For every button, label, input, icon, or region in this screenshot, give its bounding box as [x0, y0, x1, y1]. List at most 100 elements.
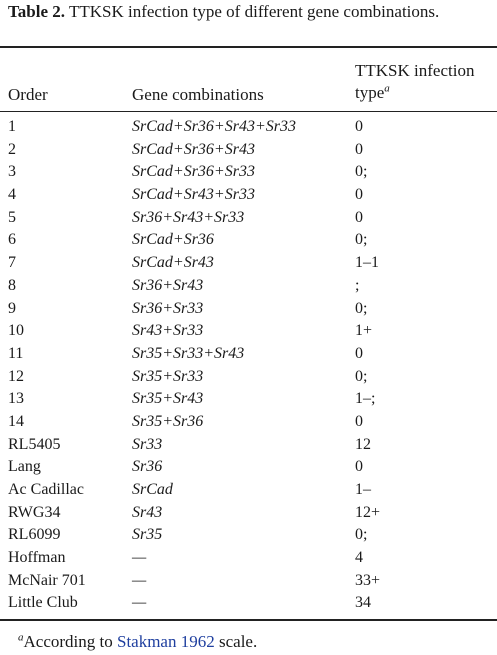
gene-cell: Sr36 — [132, 458, 163, 476]
table-row: 7 SrCad+Sr43 1–1 — [0, 252, 497, 275]
order-cell: 11 — [8, 344, 24, 362]
infection-cell: 1+ — [355, 322, 373, 340]
header-infection-text: TTKSK infection type — [355, 61, 475, 102]
infection-cell: 0; — [355, 163, 368, 181]
infection-cell: 33+ — [355, 571, 381, 589]
header-gene-combinations: Gene combinations — [132, 85, 264, 104]
gene-cell: Sr35 — [132, 526, 163, 544]
gene-cell: — — [132, 571, 147, 589]
footnote-marker: a — [18, 631, 24, 644]
order-cell: Little Club — [8, 594, 78, 612]
order-cell: Hoffman — [8, 549, 66, 567]
gene-cell: Sr43+Sr33 — [132, 322, 204, 340]
gene-cell: SrCad+Sr36+Sr33 — [132, 163, 255, 181]
order-cell: 6 — [8, 231, 16, 249]
infection-cell: 0; — [355, 299, 368, 317]
gene-cell: Sr36+Sr43 — [132, 276, 204, 294]
header-footnote-marker: a — [384, 82, 390, 95]
gene-cell: SrCad+Sr36+Sr43+Sr33 — [132, 118, 296, 135]
table-row: McNair 701 — 33+ — [0, 570, 497, 593]
infection-cell: 0; — [355, 367, 368, 385]
table-row: 2 SrCad+Sr36+Sr43 0 — [0, 139, 497, 162]
infection-cell: 0; — [355, 526, 368, 544]
order-cell: 12 — [8, 367, 24, 385]
order-cell: 14 — [8, 412, 24, 430]
infection-cell: 1– — [355, 481, 371, 498]
infection-cell: 0 — [355, 344, 363, 362]
table-row: Lang Sr36 0 — [0, 456, 497, 479]
order-cell: 2 — [8, 140, 16, 158]
table-row: 9 Sr36+Sr33 0; — [0, 298, 497, 321]
table-label: Table 2. — [8, 2, 66, 21]
gene-cell: SrCad — [132, 481, 173, 498]
header-rule — [0, 111, 497, 112]
table-row: 3 SrCad+Sr36+Sr33 0; — [0, 161, 497, 184]
order-cell: 9 — [8, 299, 16, 317]
infection-cell: 34 — [355, 594, 371, 612]
gene-cell: — — [132, 549, 147, 567]
infection-cell: 1–; — [355, 390, 376, 408]
order-cell: RWG34 — [8, 503, 61, 521]
table-caption: Table 2. TTKSK infection type of differe… — [8, 1, 493, 23]
infection-cell: 0 — [355, 412, 363, 430]
table-body: 1 SrCad+Sr36+Sr43+Sr33 0 2 SrCad+Sr36+Sr43 0 3… — [0, 116, 497, 615]
infection-cell: 12+ — [355, 503, 381, 521]
table-row: 1 SrCad+Sr36+Sr43+Sr33 0 — [0, 116, 497, 139]
gene-cell: — — [132, 594, 147, 612]
order-cell: Ac Cadillac — [8, 481, 84, 498]
footnote-text-before: According to — [23, 632, 117, 651]
gene-cell: Sr35+Sr36 — [132, 412, 204, 430]
stakman-1962-link[interactable]: Stakman 1962 — [116, 632, 215, 651]
order-cell: 7 — [8, 254, 16, 272]
table-row: RL5405 Sr33 12 — [0, 434, 497, 457]
table-row: RL6099 Sr35 0; — [0, 524, 497, 547]
table-row: RWG34 Sr43 12+ — [0, 502, 497, 525]
order-cell: Lang — [8, 458, 41, 476]
table-row: 8 Sr36+Sr43; — [0, 275, 497, 298]
order-cell: 3 — [8, 163, 16, 181]
gene-cell: Sr43 — [132, 503, 163, 521]
infection-cell: 4 — [355, 549, 363, 567]
infection-cell: 0 — [355, 118, 363, 135]
gene-cell: SrCad+Sr43 — [132, 254, 214, 272]
gene-cell: SrCad+Sr36+Sr43 — [132, 140, 255, 158]
order-cell: 8 — [8, 276, 16, 294]
table-row: Little Club — 34 — [0, 592, 497, 615]
gene-cell: Sr35+Sr33 — [132, 367, 204, 385]
table-title: TTKSK infection type of different gene c… — [68, 2, 440, 21]
table-row: 6 SrCad+Sr36 0; — [0, 229, 497, 252]
order-cell: 5 — [8, 208, 16, 226]
infection-cell: 0 — [355, 458, 363, 476]
table-row: Hoffman — 4 — [0, 547, 497, 570]
order-cell: 10 — [8, 322, 24, 340]
gene-cell: Sr35+Sr43 — [132, 390, 204, 408]
infection-cell: 0 — [355, 208, 363, 226]
order-cell: 4 — [8, 186, 16, 204]
infection-cell: 12 — [355, 435, 371, 453]
table-row: 5 Sr36+Sr43+Sr33 0 — [0, 207, 497, 230]
infection-cell: ; — [355, 276, 360, 294]
top-rule — [0, 46, 497, 48]
gene-cell: SrCad+Sr36 — [132, 231, 214, 249]
header-infection-type: TTKSK infection typea — [355, 60, 474, 104]
gene-cell: Sr33 — [132, 435, 163, 453]
bottom-rule — [0, 619, 497, 621]
footnote-text-after: scale. — [214, 632, 258, 651]
gene-cell: SrCad+Sr43+Sr33 — [132, 186, 255, 204]
header-order: Order — [8, 85, 48, 104]
table-row: 13 Sr35+Sr43 1–; — [0, 388, 497, 411]
infection-cell: 0; — [355, 231, 368, 249]
table-row: 4 SrCad+Sr43+Sr33 0 — [0, 184, 497, 207]
table-row: 11 Sr35+Sr33+Sr43 0 — [0, 343, 497, 366]
order-cell: RL6099 — [8, 526, 61, 544]
order-cell: RL5405 — [8, 435, 61, 453]
table-row: 12 Sr35+Sr33 0; — [0, 366, 497, 389]
table-row: Ac Cadillac SrCad 1– — [0, 479, 497, 502]
order-cell: 1 — [8, 118, 16, 135]
infection-cell: 1–1 — [355, 254, 379, 272]
table-row: 14 Sr35+Sr36 0 — [0, 411, 497, 434]
order-cell: 13 — [8, 390, 24, 408]
gene-cell: Sr35+Sr33+Sr43 — [132, 344, 245, 362]
infection-cell: 0 — [355, 140, 363, 158]
order-cell: McNair 701 — [8, 571, 86, 589]
